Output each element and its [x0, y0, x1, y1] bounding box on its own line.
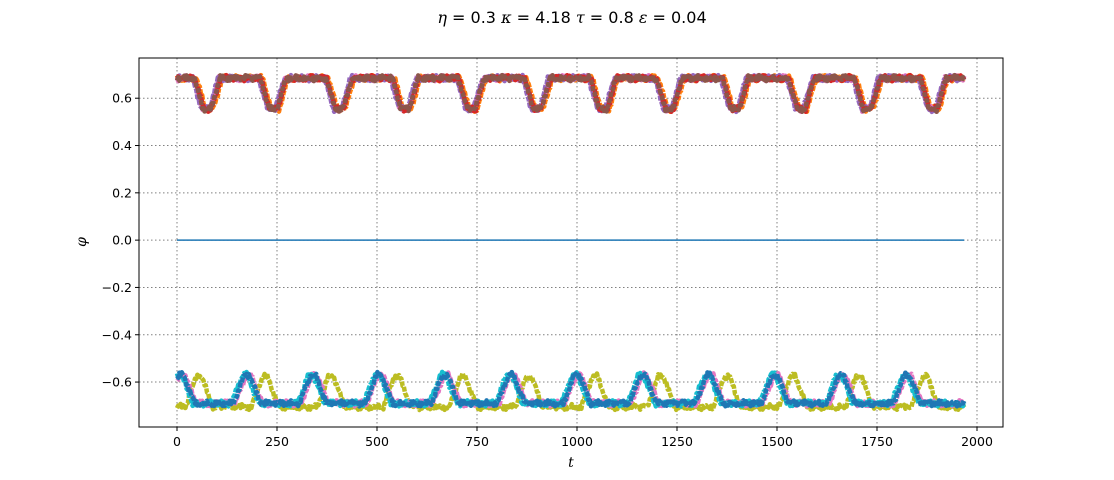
x-tick-label: 750 [465, 434, 489, 449]
y-tick-label: 0.2 [112, 185, 132, 200]
x-tick-label: 250 [265, 434, 289, 449]
title-eta-symbol: η [437, 8, 447, 27]
x-tick-label: 0 [173, 434, 181, 449]
x-tick-label: 1500 [761, 434, 793, 449]
ticks-layer: 0 250 500 750 1000 1250 1500 1750 2000 −0.6 −0.4 −0… [102, 91, 993, 449]
x-tick-label: 500 [365, 434, 389, 449]
series-line-upper-brown [174, 72, 967, 115]
title-kappa-value: = 4.18 [511, 8, 576, 27]
title-eps-symbol: ε [638, 8, 648, 27]
title-tau-value: = 0.8 [584, 8, 639, 27]
x-tick-label: 1750 [861, 434, 893, 449]
x-axis-label: t [568, 455, 574, 471]
y-tick-label: −0.4 [102, 327, 132, 342]
y-tick-label: 0.6 [112, 91, 132, 106]
y-axis-label: φ [74, 237, 90, 247]
y-tick-label: −0.6 [102, 375, 132, 390]
series-line-lower-blue [175, 369, 967, 409]
title-kappa-symbol: κ [501, 8, 512, 27]
chart-title: η = 0.3 κ = 4.18 τ = 0.8 ε = 0.04 [0, 8, 1114, 27]
series-line-lower-olive [174, 370, 967, 413]
series-layer [174, 72, 967, 413]
y-tick-label: −0.2 [102, 280, 132, 295]
title-eps-value: = 0.04 [647, 8, 707, 27]
x-tick-label: 1250 [661, 434, 693, 449]
title-tau-symbol: τ [575, 8, 585, 27]
x-tick-label: 2000 [961, 434, 993, 449]
title-eta-value: = 0.3 [446, 8, 502, 27]
x-tick-label: 1000 [561, 434, 593, 449]
y-tick-label: 0.0 [112, 233, 132, 248]
axes-frame [138, 57, 1004, 428]
y-tick-label: 0.4 [112, 138, 132, 153]
grid-layer [139, 58, 1003, 427]
